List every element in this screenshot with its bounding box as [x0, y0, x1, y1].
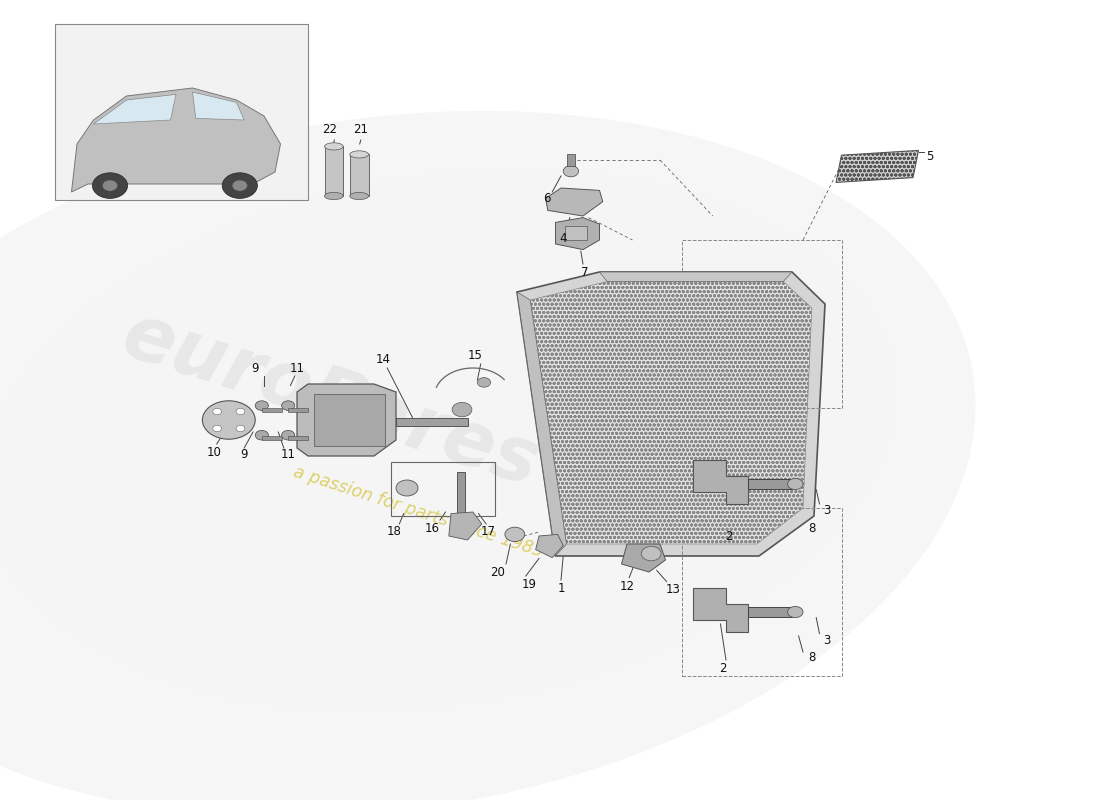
Polygon shape [530, 282, 812, 544]
Text: 15: 15 [468, 350, 483, 362]
Text: a passion for parts since 1985: a passion for parts since 1985 [290, 463, 546, 561]
Circle shape [282, 401, 295, 410]
Circle shape [255, 430, 268, 440]
Text: 19: 19 [521, 578, 537, 590]
Text: 22: 22 [322, 123, 338, 136]
Bar [682, 240, 842, 408]
Text: 21: 21 [353, 123, 369, 136]
Text: 12: 12 [619, 580, 635, 593]
Polygon shape [517, 272, 825, 556]
Text: 1: 1 [558, 582, 564, 594]
Bar [396, 418, 468, 426]
Circle shape [222, 173, 257, 198]
Text: 2: 2 [726, 530, 733, 542]
Text: 4: 4 [560, 232, 566, 245]
Ellipse shape [0, 170, 896, 710]
Ellipse shape [324, 192, 343, 200]
Circle shape [102, 180, 118, 191]
Text: 6: 6 [543, 192, 550, 205]
Circle shape [477, 378, 491, 387]
Circle shape [788, 606, 803, 618]
Text: 13: 13 [666, 583, 681, 596]
Polygon shape [693, 588, 748, 632]
Polygon shape [693, 460, 748, 504]
Circle shape [236, 426, 245, 432]
Polygon shape [836, 150, 918, 182]
Circle shape [232, 180, 248, 191]
Bar [55, 24, 308, 200]
Bar [350, 154, 368, 196]
Text: 7: 7 [582, 266, 588, 278]
Ellipse shape [324, 143, 343, 150]
Circle shape [505, 527, 525, 542]
Polygon shape [621, 544, 665, 572]
Bar [748, 607, 792, 617]
Circle shape [92, 173, 128, 198]
Ellipse shape [0, 111, 976, 800]
Text: 11: 11 [280, 448, 296, 461]
Text: 8: 8 [808, 651, 815, 664]
Ellipse shape [350, 192, 368, 200]
Text: 9: 9 [252, 362, 258, 374]
Bar [288, 408, 308, 412]
Text: 17: 17 [481, 525, 496, 538]
Polygon shape [556, 218, 600, 250]
Bar [566, 154, 575, 166]
Bar [390, 462, 495, 516]
Circle shape [236, 408, 245, 414]
Polygon shape [517, 292, 566, 556]
Bar [748, 479, 792, 489]
Circle shape [641, 546, 661, 561]
Circle shape [202, 401, 255, 439]
Bar [314, 394, 385, 446]
Circle shape [282, 430, 295, 440]
Text: 8: 8 [808, 522, 815, 534]
Text: 5: 5 [926, 150, 933, 162]
Circle shape [563, 166, 579, 177]
Text: 9: 9 [241, 448, 248, 461]
Bar [682, 508, 842, 676]
Text: euroPares: euroPares [112, 298, 548, 502]
Bar [262, 436, 282, 440]
Circle shape [452, 402, 472, 417]
Text: 11: 11 [289, 362, 305, 374]
Polygon shape [192, 92, 244, 120]
Polygon shape [546, 188, 603, 216]
Circle shape [788, 478, 803, 490]
Text: 3: 3 [824, 634, 830, 646]
Text: 20: 20 [490, 566, 505, 579]
Polygon shape [600, 272, 792, 282]
Circle shape [396, 480, 418, 496]
Polygon shape [536, 534, 563, 558]
Polygon shape [94, 94, 176, 124]
Polygon shape [297, 384, 396, 456]
Polygon shape [72, 88, 280, 192]
Bar [262, 408, 282, 412]
Text: 2: 2 [719, 662, 726, 674]
Ellipse shape [350, 150, 368, 158]
Bar [324, 146, 343, 196]
Bar [456, 472, 465, 516]
Text: 18: 18 [386, 525, 402, 538]
Bar [288, 436, 308, 440]
Circle shape [212, 408, 221, 414]
Circle shape [255, 401, 268, 410]
Bar [565, 226, 587, 240]
Text: 3: 3 [824, 504, 830, 517]
Circle shape [212, 426, 221, 432]
Text: 14: 14 [375, 354, 390, 366]
Polygon shape [449, 512, 482, 540]
Text: 10: 10 [207, 446, 222, 458]
Text: 16: 16 [425, 522, 440, 534]
